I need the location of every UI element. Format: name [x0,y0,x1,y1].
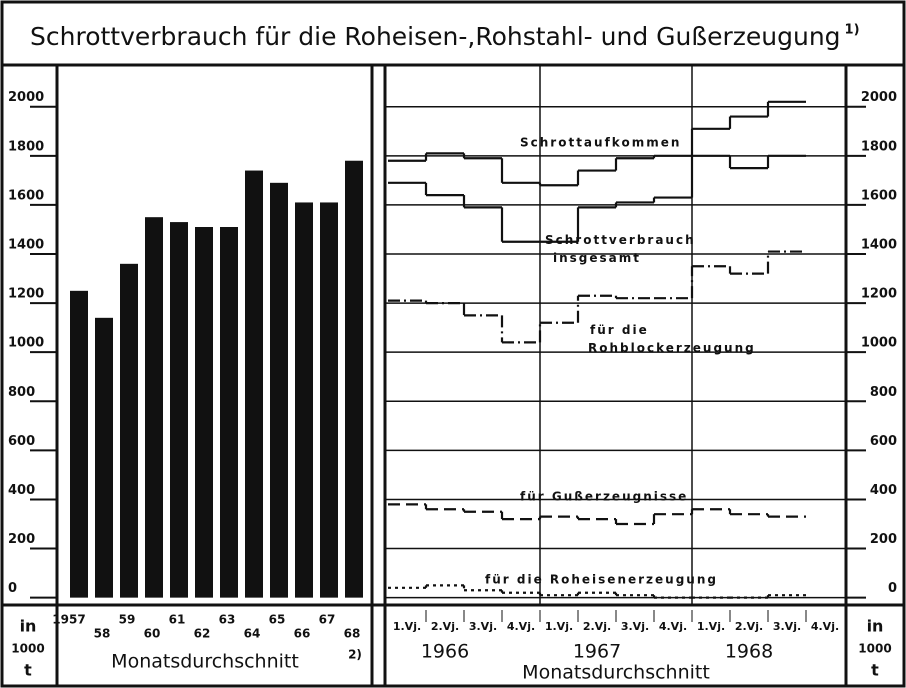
x-tick-label: 61 [169,613,186,627]
bar [195,227,213,598]
x-tick-label: 62 [194,627,211,641]
y-tick-label: 1600 [861,188,897,203]
x-axis-title: Monatsdurchschnitt [111,651,299,673]
x-tick-label: 66 [294,627,311,641]
x-tick-label: 1.Vj. [393,620,421,633]
y-tick-label: 1600 [8,188,44,203]
x-tick-label: 63 [219,613,236,627]
x-tick-label: 3.Vj. [469,620,497,633]
year-label: 1967 [573,641,621,663]
x-tick-label: 1.Vj. [697,620,725,633]
y-tick-label: 1200 [8,287,44,302]
x-tick-label: 2.Vj. [431,620,459,633]
unit-label: in [867,617,884,636]
x-tick-label: 3.Vj. [773,620,801,633]
y-tick-label: 800 [8,385,35,400]
chart-title: Schrottverbrauch für die Roheisen-,Rohst… [30,22,841,51]
x-tick-label: 67 [319,613,336,627]
bar [320,202,338,598]
series-label: Schrottaufkommen [520,136,681,150]
year-label: 1968 [725,641,773,663]
unit-label: t [24,661,32,680]
series-label: für die Rohblockerzeugung [588,323,756,355]
unit-label: 1000 [11,642,44,656]
series-label: für die Roheisenerzeugung [485,573,718,587]
y-tick-label: 600 [870,434,897,449]
y-tick-label: 600 [8,434,35,449]
bar [295,202,313,598]
y-tick-label: 0 [888,581,897,596]
y-tick-label: 0 [8,581,17,596]
footnote: 2) [348,648,362,662]
y-tick-label: 1000 [8,336,44,351]
x-tick-label: 4.Vj. [811,620,839,633]
x-tick-label: 1.Vj. [545,620,573,633]
y-tick-label: 2000 [861,90,897,105]
x-tick-label: 2.Vj. [583,620,611,633]
x-tick-label: 4.Vj. [659,620,687,633]
unit-label: in [20,617,37,636]
x-tick-label: 59 [119,613,136,627]
year-label: 1966 [421,641,469,663]
x-tick-label: 2.Vj. [735,620,763,633]
unit-label: 1000 [858,642,891,656]
bar [95,317,113,598]
bar [270,182,288,598]
y-tick-label: 1400 [861,238,897,253]
bar [345,160,363,598]
y-tick-label: 1200 [861,287,897,302]
x-tick-label: 4.Vj. [507,620,535,633]
x-tick-label: 64 [244,627,261,641]
x-tick-label: 65 [269,613,286,627]
x-tick-label: 60 [144,627,161,641]
bar [120,263,138,598]
x-tick-label: 58 [94,627,111,641]
y-tick-label: 2000 [8,90,44,105]
bar [220,227,238,598]
bar [245,170,263,598]
y-tick-label: 1800 [861,139,897,154]
y-tick-label: 1400 [8,238,44,253]
bar [170,222,188,598]
unit-label: t [871,661,879,680]
series-label: Schrottverbrauch insgesamt [545,233,696,265]
y-tick-label: 200 [870,532,897,547]
series-label: für Gußerzeugnisse [520,490,688,504]
y-tick-label: 800 [870,385,897,400]
bar [145,217,163,598]
y-tick-label: 400 [8,483,35,498]
y-tick-label: 200 [8,532,35,547]
x-axis-title: Monatsdurchschnitt [522,662,710,684]
x-tick-label: 1957 [52,613,85,627]
bar [70,290,88,598]
y-tick-label: 1800 [8,139,44,154]
title-note: 1) [845,23,860,38]
y-tick-label: 400 [870,483,897,498]
x-tick-label: 3.Vj. [621,620,649,633]
y-tick-label: 1000 [861,336,897,351]
x-tick-label: 68 [344,627,361,641]
